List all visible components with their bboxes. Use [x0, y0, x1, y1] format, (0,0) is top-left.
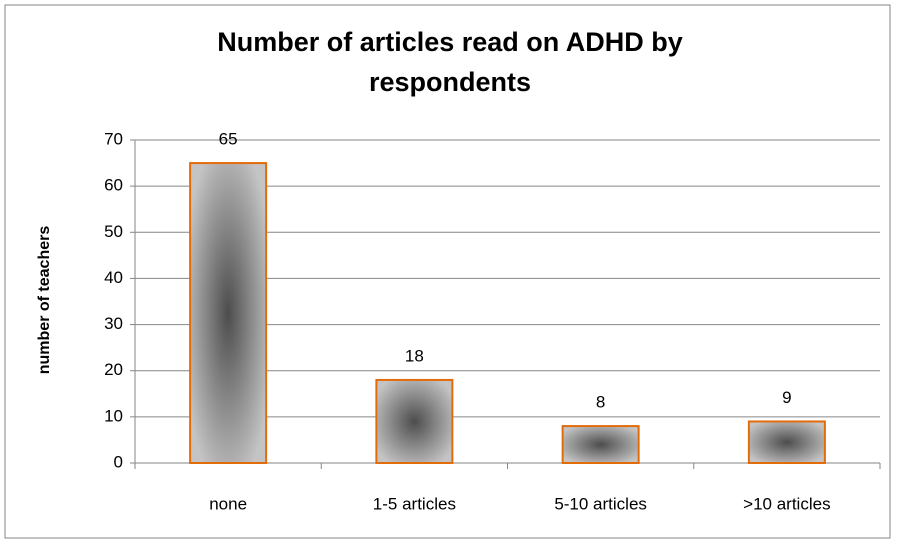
bar	[747, 420, 826, 465]
value-label: 9	[782, 388, 791, 407]
bar	[561, 425, 640, 465]
y-tick-label: 70	[104, 129, 123, 148]
x-tick-label: 1-5 articles	[373, 494, 456, 513]
x-tick-label: none	[209, 494, 247, 513]
value-label: 18	[405, 346, 424, 365]
x-tick-label: 5-10 articles	[554, 494, 647, 513]
bar	[375, 378, 454, 465]
y-axis-label: number of teachers	[36, 226, 53, 375]
value-label: 65	[219, 130, 238, 149]
y-tick-label: 50	[104, 222, 123, 241]
y-tick-label: 40	[104, 268, 123, 287]
y-tick-label: 30	[104, 314, 123, 333]
y-tick-label: 10	[104, 406, 123, 425]
y-tick-label: 0	[114, 452, 123, 471]
y-tick-label: 20	[104, 360, 123, 379]
x-tick-label: >10 articles	[743, 494, 830, 513]
y-tick-label: 60	[104, 176, 123, 195]
bar	[189, 162, 268, 464]
chart-title: Number of articles read on ADHD by respo…	[217, 27, 683, 97]
value-label: 8	[596, 393, 605, 412]
